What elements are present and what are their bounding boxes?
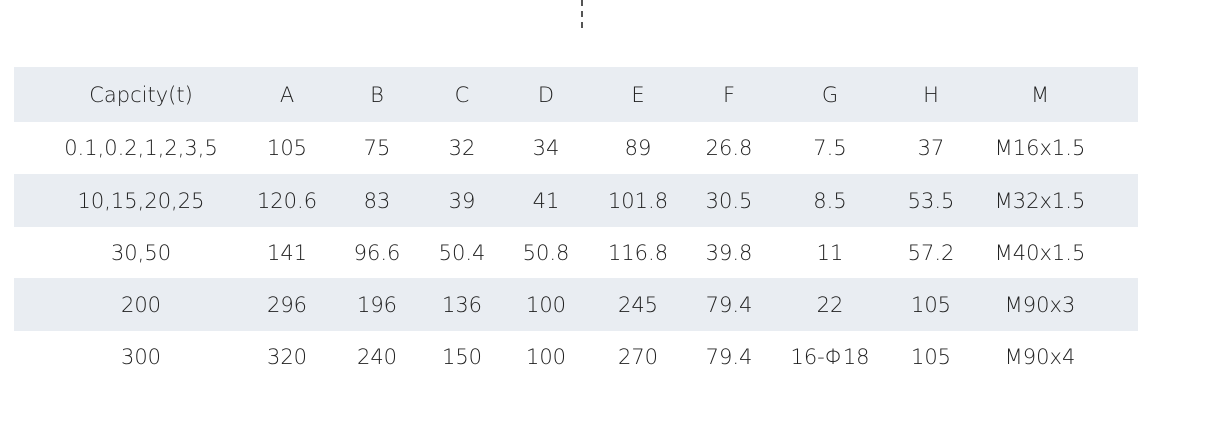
table-cell: 240 [356,345,398,369]
table-cell: 196 [356,292,398,317]
table-cell: 245 [617,292,659,317]
table-cell: 296 [266,292,308,317]
table-cell: 39 [448,188,476,213]
table-cell: 120.6 [256,188,318,213]
table-cell: 79.4 [705,292,753,317]
table-cell: 105 [910,292,952,317]
table-cell: 50.4 [438,240,486,265]
table-cell: 0.1,0.2,1,2,3,5 [64,136,218,160]
table-cell: M32x1.5 [994,188,1086,213]
table-cell: 26.8 [705,136,753,160]
table-cell: Capcity(t) [89,82,193,107]
table-cell: 11 [816,240,844,265]
table-cell: B [370,82,384,107]
table-cell: 16-Φ18 [790,345,870,369]
table-cell: M90x4 [1004,345,1076,369]
table-cell: 320 [266,345,308,369]
table-cell: E [631,82,645,107]
table-cell: M [1030,82,1050,107]
table-cell: 30,50 [110,240,172,265]
table-cell: 270 [617,345,659,369]
table-row: 10,15,20,25 120.6 83 39 41 101.8 30.5 8.5 53.5 M3… [14,174,1138,227]
table-cell: 10,15,20,25 [77,188,205,213]
table-cell: 75 [363,136,391,160]
table-cell: 89 [624,136,652,160]
table-row: 300 320 240 150 100 270 79.4 16-Φ18 105 M90x4 [14,331,1138,383]
header-row: Capcity(t) A B C D E F G H M [14,67,1138,122]
table-cell: 105 [910,345,952,369]
table-cell: 34 [532,136,560,160]
table-cell: 116.8 [607,240,669,265]
table-row: 30,50 141 96.6 50.4 50.8 116.8 39.8 11 57.2 M40x1… [14,227,1138,278]
table-cell: 57.2 [907,240,955,265]
table-cell: D [537,82,555,107]
table-cell: M40x1.5 [994,240,1086,265]
table-cell: 136 [441,292,483,317]
table-cell: 96.6 [353,240,401,265]
table-row: 0.1,0.2,1,2,3,5 105 75 32 34 89 26.8 7.5 37 M16x1… [14,122,1138,174]
table-cell: 22 [816,292,844,317]
table-cell: 200 [120,292,162,317]
table-cell: 7.5 [813,136,847,160]
table-cell: 141 [266,240,308,265]
table-cell: 53.5 [907,188,955,213]
table-cell: 37 [917,136,945,160]
table-cell: 32 [448,136,476,160]
table-cell: 100 [525,292,567,317]
table-row: 200 296 196 136 100 245 79.4 22 105 M90x3 [14,278,1138,331]
table-cell: G [821,82,839,107]
table-cell: 50.8 [522,240,570,265]
table-cell: 300 [120,345,162,369]
table-cell: C [454,82,470,107]
table-cell: 39.8 [705,240,753,265]
table-cell: 105 [266,136,308,160]
table-cell: 83 [363,188,391,213]
table-cell: 79.4 [705,345,753,369]
table-cell: 101.8 [607,188,669,213]
table-cell: 100 [525,345,567,369]
table-cell: 41 [532,188,560,213]
table-cell: A [279,82,295,107]
table-cell: 30.5 [705,188,753,213]
table-cell: H [923,82,939,107]
dashed-guide [581,0,583,28]
table-cell: 150 [441,345,483,369]
table-cell: F [722,82,736,107]
table-cell: 8.5 [813,188,847,213]
table-cell: M90x3 [1004,292,1076,317]
table-cell: M16x1.5 [994,136,1086,160]
